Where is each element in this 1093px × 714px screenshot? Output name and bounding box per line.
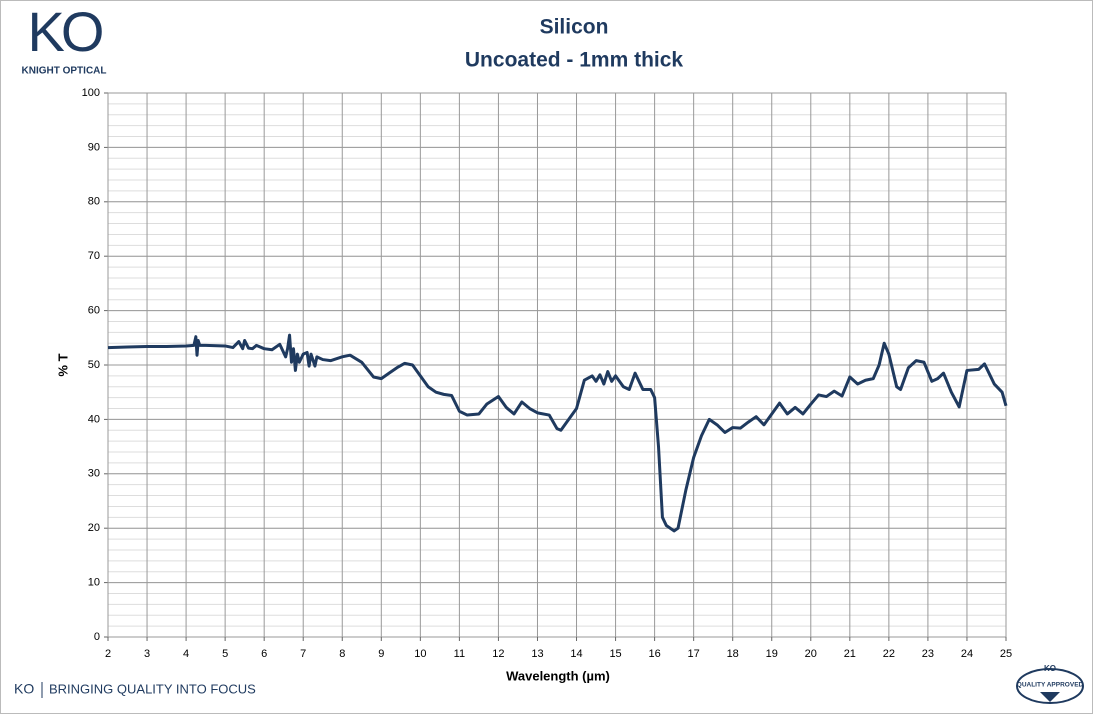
y-tick-label: 30 [88, 468, 100, 480]
y-tick-label: 90 [88, 141, 100, 153]
x-tick-label: 14 [570, 648, 582, 660]
x-tick-label: 24 [961, 648, 973, 660]
x-tick-label: 10 [414, 648, 426, 660]
x-tick-label: 16 [648, 648, 660, 660]
data-line [107, 333, 1008, 533]
x-tick-label: 19 [766, 648, 778, 660]
x-tick-label: 9 [378, 648, 384, 660]
x-tick-label: 20 [805, 648, 817, 660]
y-axis-label: % T [55, 353, 70, 376]
x-tick-label: 17 [688, 648, 700, 660]
y-tick-label: 40 [88, 413, 100, 425]
x-tick-label: 2 [105, 648, 111, 660]
logo: KO [28, 0, 102, 63]
x-tick-label: 18 [727, 648, 739, 660]
x-tick-label: 3 [144, 648, 150, 660]
y-tick-label: 100 [82, 87, 100, 99]
badge-text: QUALITY APPROVED [1017, 682, 1084, 689]
y-tick-label: 0 [94, 631, 100, 643]
chart-title: Silicon [540, 16, 609, 39]
y-tick-label: 60 [88, 305, 100, 317]
y-tick-label: 20 [88, 522, 100, 534]
y-tick-label: 50 [88, 359, 100, 371]
x-tick-label: 6 [261, 648, 267, 660]
chart-subtitle: Uncoated - 1mm thick [465, 49, 684, 72]
x-tick-label: 8 [339, 648, 345, 660]
x-tick-label: 4 [183, 648, 189, 660]
slogan: BRINGING QUALITY INTO FOCUS [49, 681, 256, 696]
x-tick-label: 7 [300, 648, 306, 660]
badge [1016, 668, 1084, 704]
x-tick-label: 13 [531, 648, 543, 660]
x-tick-label: 11 [454, 648, 465, 660]
badge-logo: KO [1044, 664, 1056, 673]
company-name: KNIGHT OPTICAL [22, 66, 107, 77]
x-tick-label: 21 [844, 648, 856, 660]
badge-diamond [1040, 692, 1060, 702]
x-tick-label: 12 [492, 648, 504, 660]
footer-logo: KO [14, 681, 34, 697]
x-axis-label: Wavelength (µm) [506, 668, 610, 683]
y-tick-label: 80 [88, 196, 100, 208]
y-tick-label: 10 [88, 577, 100, 589]
y-tick-label: 70 [88, 250, 100, 262]
x-tick-label: 25 [1000, 648, 1012, 660]
x-tick-label: 15 [609, 648, 621, 660]
x-tick-label: 22 [883, 648, 895, 660]
x-tick-label: 23 [922, 648, 934, 660]
x-tick-label: 5 [222, 648, 228, 660]
